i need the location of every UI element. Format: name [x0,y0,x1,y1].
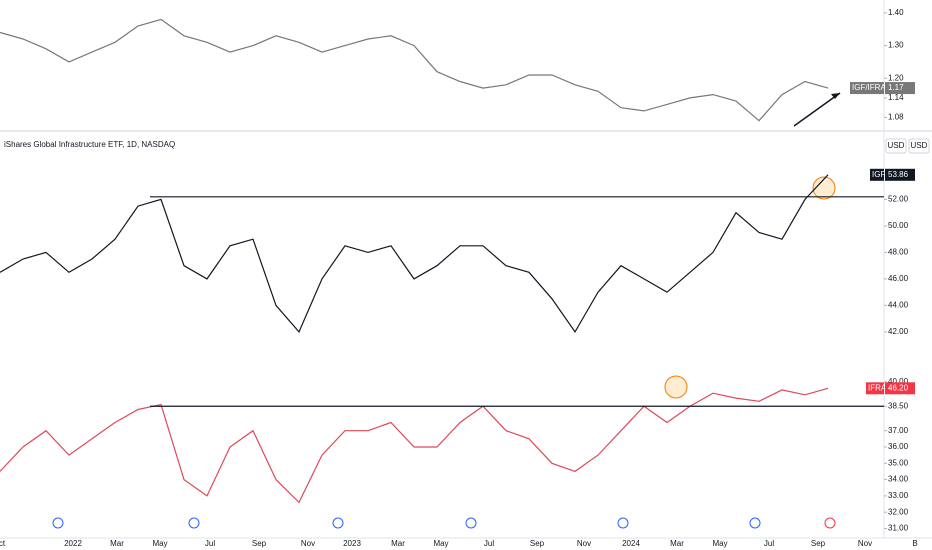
y-tick-label: 1.14 [888,93,904,102]
x-tick-label: 2024 [622,539,640,548]
x-tick-label: Jul [764,539,774,548]
dividend-markers [52,517,836,529]
x-tick-label: Mar [110,539,124,548]
x-tick-label: May [152,539,167,548]
y-tick-label: 34.00 [888,475,909,484]
x-tick-label: Sep [530,539,545,548]
y-tick-label: 48.00 [888,248,909,257]
x-tick-label: B [912,539,917,548]
currency-button[interactable] [908,138,930,154]
y-tick-label: 1.08 [888,113,904,122]
series-tag [866,382,884,395]
y-tick-label: 38.50 [888,401,909,410]
dividend-marker[interactable] [465,517,477,529]
last-value-label: 1.17 [888,83,904,92]
y-tick-label: 35.00 [888,458,909,467]
x-tick-label: ct [0,539,6,548]
x-tick-label: 2022 [64,539,82,548]
series-tag [850,82,884,95]
currency-button[interactable] [885,138,907,154]
x-tick-label: Mar [391,539,405,548]
x-tick-label: 2023 [343,539,361,548]
dividend-marker[interactable] [749,517,761,529]
x-tick-label: Sep [252,539,267,548]
currency-label[interactable]: USD [911,141,928,150]
event-marker[interactable] [824,517,836,529]
x-tick-label: Nov [577,539,591,548]
last-value-tag [885,168,915,181]
x-tick-label: Nov [858,539,872,548]
dividend-marker[interactable] [52,517,64,529]
series-tag [870,168,884,181]
x-tick-label: Sep [811,539,826,548]
y-tick-label: 44.00 [888,301,909,310]
highlight-circle [812,176,836,200]
x-tick-label: Jul [484,539,494,548]
y-tick-label: 33.00 [888,491,909,500]
y-tick-label: 1.40 [888,8,904,17]
y-tick-label: 31.00 [888,524,909,533]
y-tick-label: 40.00 [888,377,909,386]
chart-title: iShares Global Infrastructure ETF, 1D, N… [4,140,175,149]
x-tick-label: Nov [301,539,315,548]
highlight-circle [664,375,688,399]
last-value-label: 53.86 [888,170,909,179]
y-tick-label: 36.00 [888,442,909,451]
x-tick-label: Mar [670,539,684,548]
x-tick-label: Jul [205,539,215,548]
price-line [0,174,829,334]
price-line [0,18,829,122]
currency-label[interactable]: USD [888,141,905,150]
y-tick-label: 42.00 [888,327,909,336]
y-tick-label: 46.00 [888,274,909,283]
dividend-marker[interactable] [188,517,200,529]
dividend-marker[interactable] [617,517,629,529]
series-tag-name: IFRA [868,383,887,392]
y-tick-label: 1.20 [888,73,904,82]
x-tick-label: May [712,539,727,548]
x-tick-label: May [433,539,448,548]
trend-arrow [793,92,841,127]
y-tick-label: 32.00 [888,507,909,516]
y-tick-label: 1.30 [888,41,904,50]
series-tag-name: IGF/IFRA [852,83,886,92]
y-tick-label: 52.00 [888,195,909,204]
last-value-tag [885,382,915,395]
last-value-tag [885,82,915,95]
dividend-marker[interactable] [332,517,344,529]
y-tick-label: 50.00 [888,221,909,230]
arrow-head [831,93,840,99]
last-value-label: 46.20 [888,383,909,392]
series-tag-name: IGF [872,170,885,179]
y-tick-label: 37.00 [888,426,909,435]
